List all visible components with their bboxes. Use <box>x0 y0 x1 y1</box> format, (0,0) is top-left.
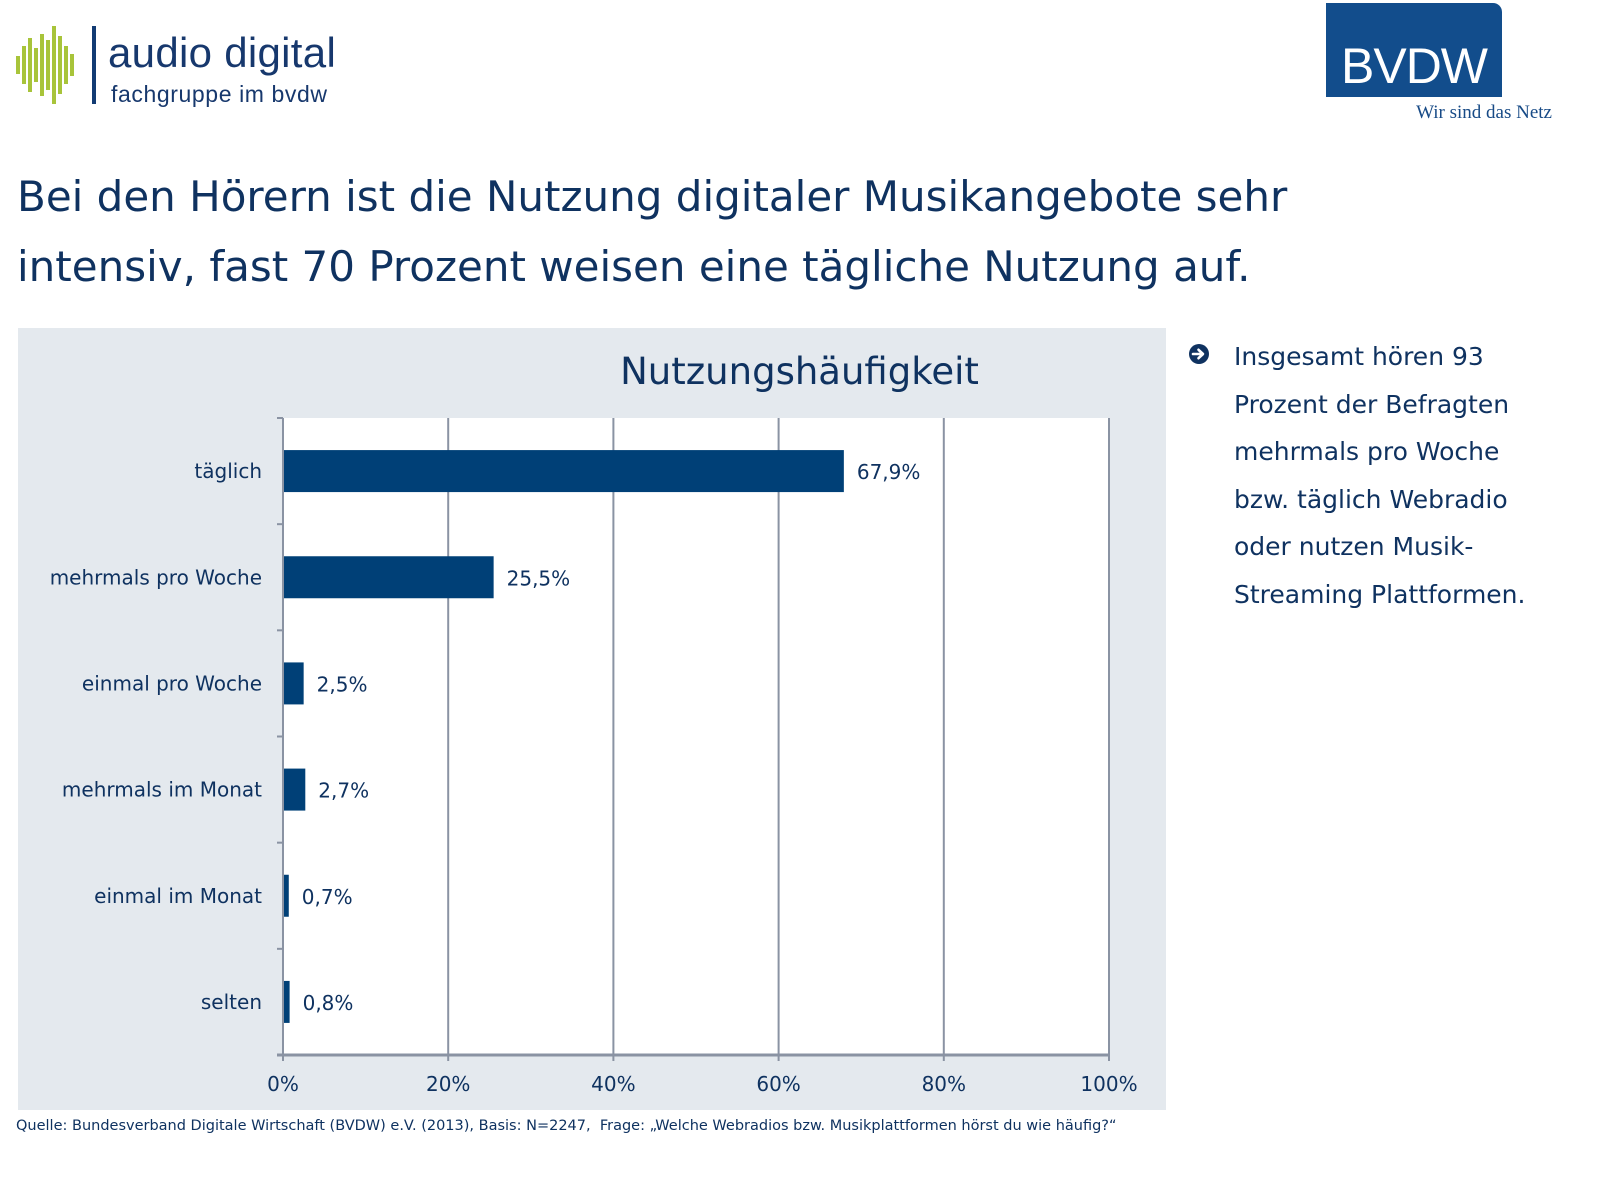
category-label: täglich <box>194 459 262 483</box>
source-footnote: Quelle: Bundesverband Digitale Wirtschaf… <box>16 1118 1117 1134</box>
logo-divider <box>92 26 96 104</box>
x-tick-label: 40% <box>591 1072 635 1096</box>
arrow-circle-right-icon <box>1189 344 1209 364</box>
category-label: mehrmals im Monat <box>62 778 262 802</box>
value-label: 0,7% <box>302 885 353 909</box>
logo-title: audio digital <box>108 29 337 76</box>
bar <box>283 662 304 705</box>
summary-text: Insgesamt hören 93 Prozent der Befragten… <box>1234 342 1526 609</box>
value-label: 2,5% <box>317 672 368 696</box>
x-tick-label: 60% <box>756 1072 800 1096</box>
x-tick-label: 80% <box>922 1072 966 1096</box>
x-tick-label: 0% <box>267 1072 299 1096</box>
x-tick-label: 20% <box>426 1072 470 1096</box>
axes <box>277 417 1109 1061</box>
logo-subtitle: fachgruppe im bvdw <box>111 81 328 107</box>
bar <box>283 556 494 599</box>
tick-labels: 0% 20% 40% 60% 80% 100% <box>267 1072 1137 1096</box>
category-label: einmal pro Woche <box>82 671 262 695</box>
audio-digital-logo: audio digital fachgruppe im bvdw <box>16 24 396 110</box>
value-labels: 67,9% 25,5% 2,5% 2,7% 0,7% 0,8% <box>302 460 921 1015</box>
category-label: mehrmals pro Woche <box>50 565 262 589</box>
page-headline: Bei den Hörern ist die Nutzung digitaler… <box>17 172 1288 291</box>
chart-title: Nutzungshäufigkeit <box>620 350 979 393</box>
soundwave-icon <box>16 26 78 104</box>
bvdw-logo-text: BVDW <box>1341 38 1488 94</box>
bars <box>283 450 844 1023</box>
value-label: 2,7% <box>318 779 369 803</box>
bvdw-slogan: Wir sind das Netz <box>1416 102 1552 123</box>
bar <box>283 874 289 917</box>
category-labels: täglich mehrmals pro Woche einmal pro Woch… <box>50 459 262 1014</box>
value-label: 0,8% <box>303 991 354 1015</box>
bvdw-logo: BVDW <box>1326 3 1502 97</box>
category-label: einmal im Monat <box>94 884 262 908</box>
plot-area <box>283 418 1109 1055</box>
gridlines <box>447 418 1110 1061</box>
category-label: selten <box>201 990 262 1014</box>
x-tick-label: 100% <box>1080 1072 1137 1096</box>
value-label: 25,5% <box>507 566 571 590</box>
value-label: 67,9% <box>857 460 921 484</box>
bar <box>283 450 844 493</box>
bar <box>283 768 306 811</box>
bar <box>283 980 290 1023</box>
